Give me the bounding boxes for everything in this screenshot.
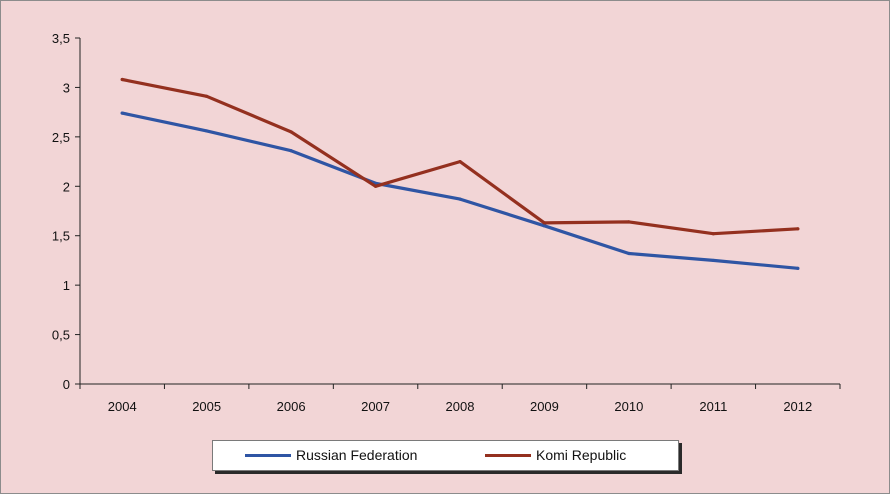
series-lines xyxy=(120,77,800,270)
y-tick-label: 2,5 xyxy=(52,130,70,145)
data-point-russian-federation xyxy=(205,129,209,133)
data-point-komi-republic xyxy=(120,77,124,82)
y-tick-label: 0,5 xyxy=(52,328,70,343)
x-tick-label: 2009 xyxy=(530,399,559,414)
legend-entry-russian-federation: Russian Federation xyxy=(245,447,417,463)
x-tick-label: 2007 xyxy=(361,399,390,414)
y-tick-label: 2 xyxy=(63,179,70,194)
data-point-komi-republic xyxy=(542,221,547,225)
x-tick-label: 2011 xyxy=(699,399,727,414)
data-point-komi-republic xyxy=(796,227,800,231)
data-point-russian-federation xyxy=(711,258,715,263)
x-tick-label: 2010 xyxy=(614,399,643,414)
data-point-komi-republic xyxy=(373,184,378,188)
data-point-russian-federation xyxy=(542,224,547,228)
data-point-komi-republic xyxy=(627,220,631,224)
x-tick-label: 2012 xyxy=(783,399,812,414)
y-axis: 0 0,5 1 1,5 2 2,5 3 3,5 xyxy=(52,31,81,392)
x-tick-label: 2008 xyxy=(446,399,475,414)
x-tick-label: 2006 xyxy=(277,399,306,414)
data-point-russian-federation xyxy=(458,197,462,201)
y-tick-label: 1,5 xyxy=(52,229,70,244)
legend-swatch-russian-federation xyxy=(245,453,291,457)
legend: Russian Federation Komi Republic xyxy=(212,440,679,471)
y-tick-label: 0 xyxy=(63,377,70,392)
series-line-russian-federation xyxy=(120,111,800,270)
data-point-russian-federation xyxy=(289,149,293,153)
data-point-komi-republic xyxy=(289,130,293,134)
y-tick-label: 1 xyxy=(63,278,70,293)
data-point-russian-federation xyxy=(796,266,800,270)
x-tick-label: 2004 xyxy=(108,399,137,414)
x-axis: 2004 2005 2006 2007 2008 2009 2010 2011 2012 xyxy=(79,383,841,414)
data-point-russian-federation xyxy=(120,111,124,115)
legend-label-russian-federation: Russian Federation xyxy=(296,447,418,463)
data-point-komi-republic xyxy=(458,159,462,164)
legend-entry-komi-republic: Komi Republic xyxy=(485,447,626,463)
legend-swatch-komi-republic xyxy=(485,453,531,457)
data-point-komi-republic xyxy=(711,232,715,236)
data-point-komi-republic xyxy=(205,94,209,98)
legend-label-komi-republic: Komi Republic xyxy=(536,447,627,463)
x-tick-label: 2005 xyxy=(192,399,221,414)
y-tick-label: 3 xyxy=(63,80,70,95)
series-line-komi-republic xyxy=(120,77,800,236)
y-tick-label: 3,5 xyxy=(52,31,70,46)
data-point-russian-federation xyxy=(627,251,631,256)
